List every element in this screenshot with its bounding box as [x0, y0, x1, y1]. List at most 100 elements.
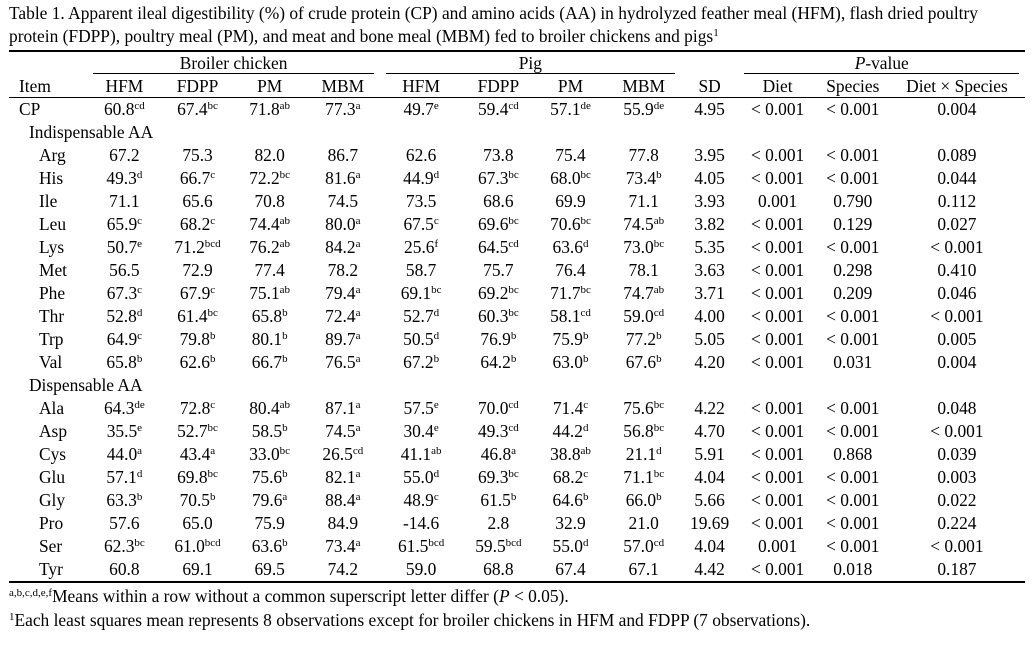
table-row: Thr 52.8d 61.4bc 65.8b 72.4a 52.7d 60.3bc 58.1c… — [9, 305, 1025, 328]
caption-text: Table 1. Apparent ileal digestibility (%… — [9, 3, 979, 46]
table-cell: 68.2c — [534, 466, 606, 489]
table-cell: 77.2b — [607, 328, 681, 351]
row-label: Gly — [39, 490, 66, 510]
row-label: Val — [39, 352, 63, 372]
cell-superscript: a — [355, 537, 361, 549]
cell-value: 77.2 — [625, 329, 657, 349]
cell-value: 59.5 — [475, 536, 506, 556]
cell-value: 75.4 — [555, 145, 586, 165]
cell-value: 65.8 — [106, 352, 137, 372]
cell-value: < 0.001 — [826, 99, 880, 119]
group-header-row: Broiler chicken Pig P-value — [9, 50, 1025, 75]
cell-value: 0.187 — [937, 559, 977, 579]
table-cell: 71.4c — [534, 397, 606, 420]
cell-superscript: d — [136, 169, 143, 181]
col-pig-fdpp: FDPP — [462, 74, 535, 98]
cell-value: 68.8 — [483, 559, 514, 579]
cell-superscript: b — [656, 353, 662, 365]
table-cell: 0.003 — [889, 466, 1025, 489]
cell-value: 67.9 — [179, 283, 211, 303]
table-cell: 67.3bc — [462, 167, 534, 190]
cell-value: 60.8 — [109, 559, 140, 579]
footnote-significance-end: < 0.05). — [509, 586, 569, 606]
cell-value: 61.4 — [177, 306, 208, 326]
cell-value: 75.1 — [249, 283, 280, 303]
cell-value: < 0.001 — [826, 168, 880, 188]
table-cell: 76.4 — [534, 259, 606, 282]
cell-value: < 0.001 — [750, 444, 805, 464]
cell-superscript: c — [137, 330, 143, 342]
cell-value: 69.6 — [477, 214, 509, 234]
table-cell: 64.6b — [534, 489, 606, 512]
table-row: CP 60.8cd 67.4bc 71.8ab 77.3a 49.7e 59.4cd 57.1… — [9, 98, 1025, 122]
cell-value: 56.5 — [109, 260, 140, 280]
cell-value: 65.6 — [182, 191, 213, 211]
col-sd: SD — [680, 74, 739, 98]
section-header-row: Dispensable AA — [9, 374, 1025, 397]
cell-superscript: bcd — [428, 537, 445, 549]
cell-value: < 0.001 — [826, 329, 880, 349]
table-cell: 59.0 — [379, 558, 463, 583]
cell-superscript: a — [355, 422, 361, 434]
table-cell: 46.8a — [462, 443, 534, 466]
table-cell: < 0.001 — [817, 512, 889, 535]
cell-value: 78.2 — [327, 260, 359, 280]
cell-value: 77.3 — [325, 99, 356, 119]
table-cell: 63.3b — [87, 489, 161, 512]
cell-value: 43.4 — [179, 444, 211, 464]
row-label: Leu — [39, 214, 67, 234]
cell-value: < 0.001 — [750, 513, 805, 533]
table-cell: 56.8bc — [607, 420, 681, 443]
table-cell: < 0.001 — [738, 512, 816, 535]
cell-superscript: b — [510, 353, 517, 365]
table-cell: 21.0 — [607, 512, 681, 535]
table-cell: 41.1ab — [380, 443, 462, 466]
table-cell: 71.7bc — [534, 282, 606, 305]
cell-value: < 0.001 — [826, 421, 880, 441]
cell-value: 76.4 — [555, 260, 586, 280]
cell-value: 76.5 — [325, 352, 356, 372]
table-cell: 73.8 — [462, 144, 534, 167]
table-cell: 49.7e — [380, 98, 462, 122]
col-broiler-hfm: HFM — [87, 74, 162, 98]
col-pig-hfm: HFM — [379, 74, 463, 98]
table-cell: 65.0 — [161, 512, 233, 535]
table-row: Arg 67.2 75.3 82.0 86.7 62.6 73.8 75.4 77.8 3.95 <… — [9, 144, 1025, 167]
table-cell: 0.005 — [889, 328, 1025, 351]
cell-superscript: cd — [352, 445, 364, 457]
group-pig: Pig — [379, 50, 681, 75]
cell-superscript: bc — [653, 468, 665, 480]
footnote-p-italic: P — [498, 586, 510, 606]
cell-value: 63.6 — [251, 536, 283, 556]
table-cell: < 0.001 — [817, 535, 889, 558]
table-row: Met 56.5 72.9 77.4 78.2 58.7 75.7 76.4 78.1 3.63 <… — [9, 259, 1025, 282]
cell-value: 68.2 — [179, 214, 211, 234]
cell-value: 4.42 — [694, 559, 725, 579]
table-cell: 68.2c — [161, 213, 233, 236]
table-cell: 61.0bcd — [161, 535, 233, 558]
table-cell: 70.5b — [161, 489, 233, 512]
table-cell: 72.2bc — [234, 167, 306, 190]
table-cell: 75.6bc — [607, 397, 681, 420]
cell-superscript: b — [136, 491, 143, 503]
table-cell: 49.3d — [87, 167, 161, 190]
table-cell: 80.1b — [234, 328, 306, 351]
table-cell: < 0.001 — [738, 397, 816, 420]
table-cell: 5.66 — [681, 489, 739, 512]
table-cell: 0.039 — [889, 443, 1025, 466]
table-cell: 74.7ab — [607, 282, 681, 305]
table-cell: 71.8ab — [234, 98, 306, 122]
table-cell: 73.4a — [306, 535, 380, 558]
cell-value: 4.05 — [694, 168, 725, 188]
table-cell: 68.8 — [462, 558, 535, 583]
cell-superscript: ab — [653, 284, 665, 296]
table-cell: 89.7a — [306, 328, 380, 351]
cell-superscript: cd — [653, 537, 665, 549]
cell-value: 73.4 — [325, 536, 356, 556]
cell-superscript: e — [137, 238, 143, 250]
table-cell: < 0.001 — [889, 236, 1025, 259]
cell-value: 0.004 — [937, 352, 977, 372]
cell-value: 65.8 — [251, 306, 283, 326]
cell-superscript: ab — [279, 100, 291, 112]
table-cell: 63.6d — [534, 236, 606, 259]
